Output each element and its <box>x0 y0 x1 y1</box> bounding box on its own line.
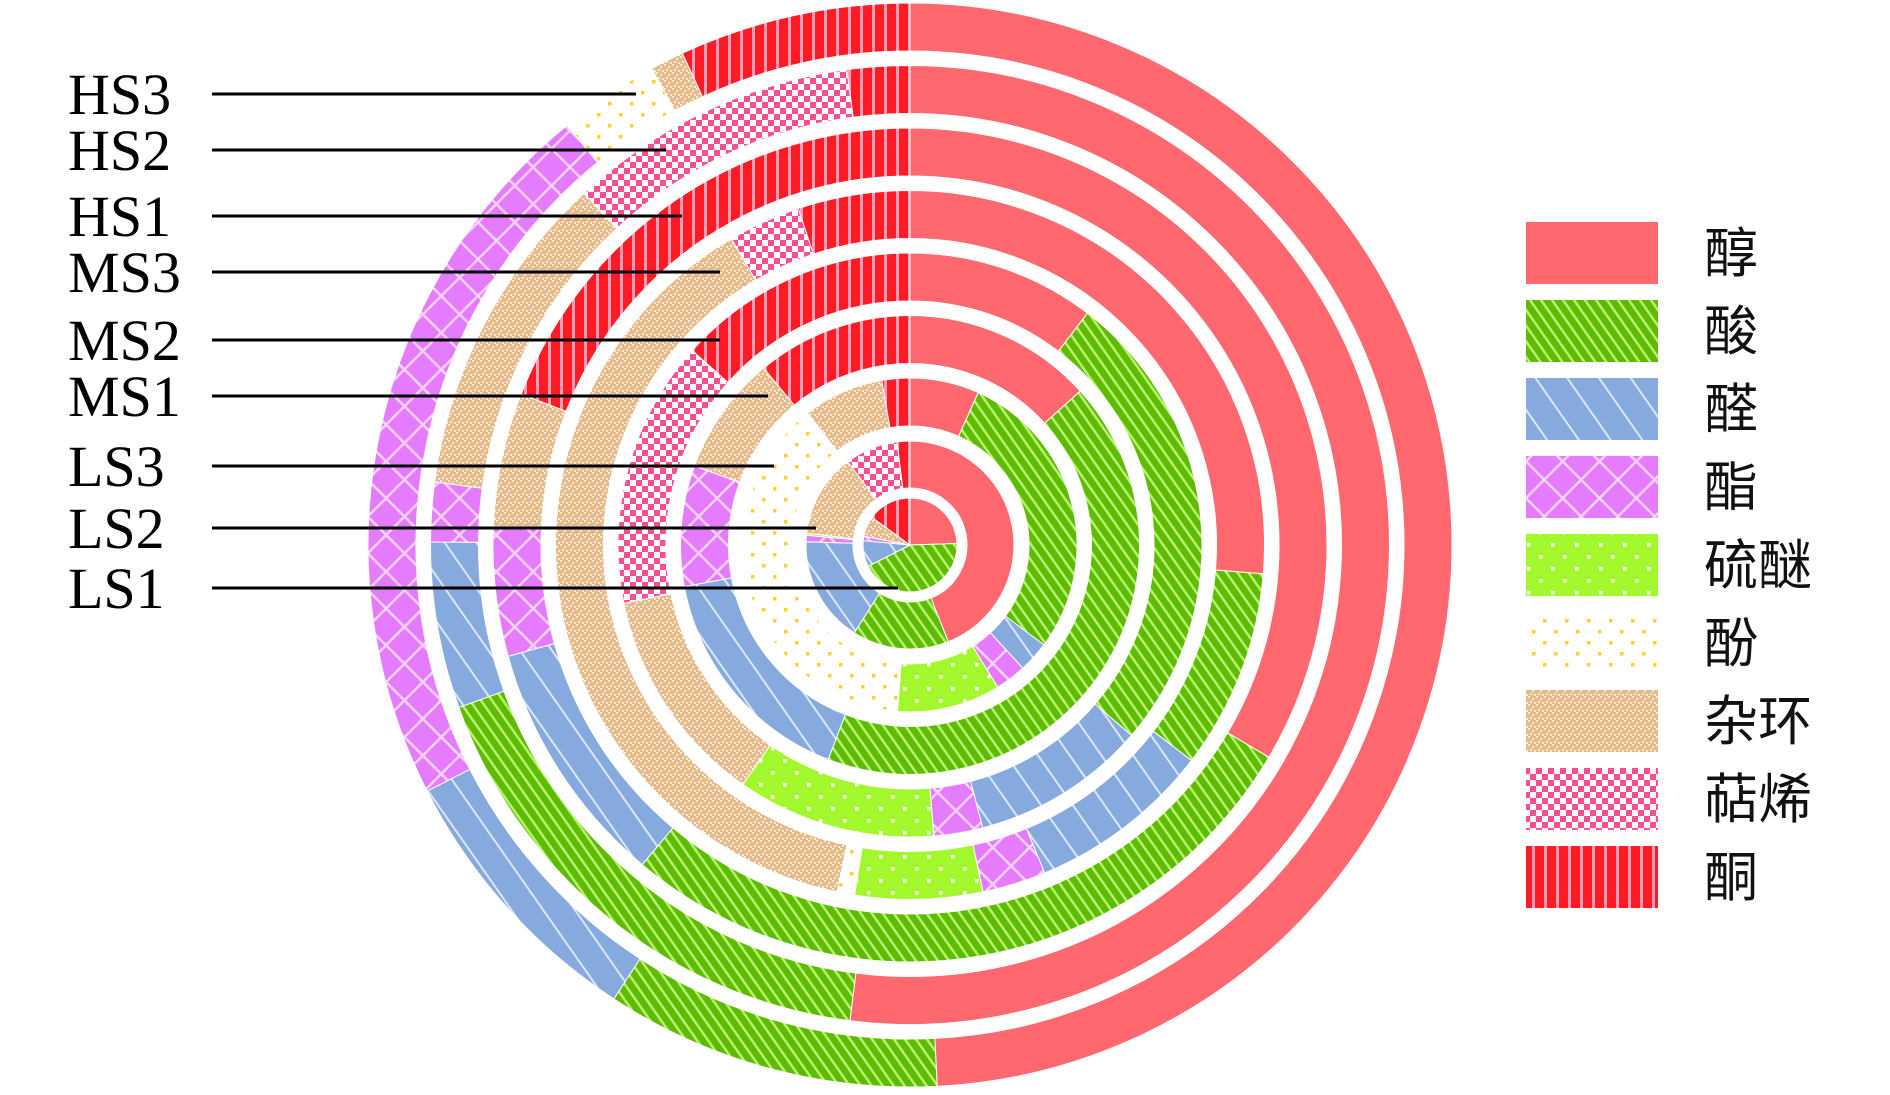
legend-swatch <box>1526 846 1658 908</box>
legend-swatch <box>1526 612 1658 674</box>
ring-ms3 <box>555 189 1265 900</box>
segment-ms3-8 <box>797 189 911 255</box>
ring-label-ls3: LS3 <box>68 434 165 499</box>
ring-label-hs1: HS1 <box>68 184 171 249</box>
legend-item: 酮 <box>1526 846 1758 909</box>
segment-ls3-8 <box>881 377 911 429</box>
segment-hs2-3 <box>430 481 483 543</box>
legend-swatch <box>1526 222 1658 284</box>
legend-swatch <box>1526 456 1658 518</box>
ring-label-ms2: MS2 <box>68 308 181 373</box>
legend-swatch <box>1526 768 1658 830</box>
ring-label-ls1: LS1 <box>68 556 165 621</box>
segment-ls1-0 <box>909 497 958 546</box>
ring-ls3 <box>742 377 1078 713</box>
rings-group <box>367 2 1453 1088</box>
legend-swatch <box>1526 300 1658 362</box>
ring-ms1 <box>680 314 1140 775</box>
ring-label-ms1: MS1 <box>68 364 181 429</box>
segment-ms1-3 <box>680 465 741 588</box>
ring-hs2 <box>430 64 1390 1025</box>
segment-hs2-2 <box>430 541 505 709</box>
ring-label-hs3: HS3 <box>68 62 171 127</box>
segment-ls1-1 <box>867 543 958 593</box>
legend-label: 醇 <box>1704 222 1758 285</box>
legend-item: 硫醚 <box>1526 534 1812 597</box>
segment-hs2-8 <box>846 64 911 118</box>
ring-label-hs2: HS2 <box>68 118 171 183</box>
legend-item: 萜烯 <box>1526 768 1812 831</box>
legend-label: 醛 <box>1704 378 1758 441</box>
legend-label: 杂环 <box>1704 690 1812 753</box>
legend-label: 硫醚 <box>1704 534 1812 597</box>
legend-label: 酯 <box>1704 456 1758 519</box>
segment-ls3-5 <box>742 412 902 713</box>
ring-hs3 <box>367 2 1453 1088</box>
segment-ms3-4 <box>853 844 984 900</box>
legend-label: 酸 <box>1704 300 1758 363</box>
segment-hs3-0 <box>909 2 1453 1087</box>
legend-item: 醇 <box>1526 222 1758 285</box>
segment-ms2-8 <box>691 252 911 384</box>
legend-item: 醛 <box>1526 378 1758 441</box>
segment-hs1-6 <box>492 393 567 530</box>
legend-label: 萜烯 <box>1704 768 1812 831</box>
ring-label-ms3: MS3 <box>68 240 181 305</box>
legend-swatch <box>1526 690 1658 752</box>
segment-hs3-8 <box>681 2 911 98</box>
legend-swatch <box>1526 534 1658 596</box>
segment-hs1-3 <box>492 526 556 657</box>
segment-ms1-8 <box>763 314 911 406</box>
segment-hs1-8 <box>520 127 911 412</box>
legend-label: 酮 <box>1704 846 1758 909</box>
legend-item: 酯 <box>1526 456 1758 519</box>
ring-ls1 <box>862 497 958 593</box>
segment-ls2-0 <box>909 440 1015 643</box>
legend-item: 酸 <box>1526 300 1758 363</box>
ring-ms2 <box>617 252 1203 838</box>
legend-item: 杂环 <box>1526 690 1812 753</box>
segment-ms3-6 <box>555 238 848 893</box>
segment-hs2-0 <box>849 64 1390 1025</box>
segment-ls1-8 <box>871 497 911 546</box>
segment-ms1-1 <box>827 390 1140 775</box>
segment-ls2-8 <box>896 440 911 490</box>
legend-swatch <box>1526 378 1658 440</box>
ring-label-ls2: LS2 <box>68 496 165 561</box>
legend-label: 酚 <box>1704 612 1758 675</box>
legend-item: 酚 <box>1526 612 1758 675</box>
ring-hs1 <box>492 127 1328 963</box>
